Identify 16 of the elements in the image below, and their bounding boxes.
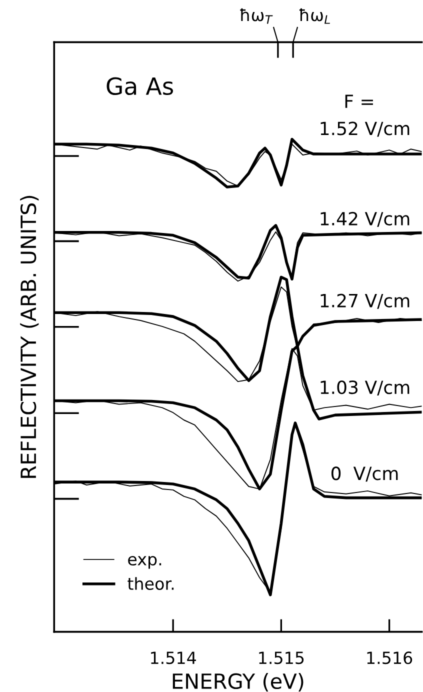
text: 1.52 V/cm <box>320 122 410 137</box>
x-tick-label: 1.515 <box>259 652 304 664</box>
x-tick-label: 1.516 <box>367 652 412 664</box>
ref-line-label: ħω$_{T}$ <box>240 8 273 24</box>
x-tick-label: 1.514 <box>151 652 196 664</box>
legend-label: theor. <box>128 577 174 590</box>
annotation: 0 V/cm <box>331 466 398 482</box>
text: Ga As <box>106 77 174 96</box>
text: F = <box>345 94 373 108</box>
annotation: 1.42 V/cm <box>320 212 410 227</box>
x-axis-title: ENERGY (eV) <box>172 672 304 692</box>
annotation: 1.27 V/cm <box>320 294 410 309</box>
ref-line-label: ħω$_{L}$ <box>299 8 330 24</box>
y-axis-title: REFLECTIVITY (ARB. UNITS) <box>20 196 39 478</box>
legend-label: exp. <box>128 556 162 569</box>
annotation: 1.03 V/cm <box>320 380 410 396</box>
